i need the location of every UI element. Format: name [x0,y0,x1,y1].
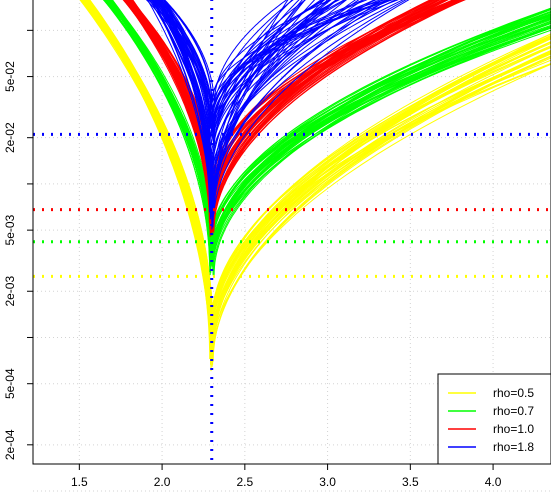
x-tick-label: 4.0 [485,475,502,489]
curves [79,0,551,372]
curve-line [163,0,332,105]
y-tick-label: 5e-02 [3,61,17,92]
plot-frame [32,0,551,465]
curve-line [147,0,303,220]
curve-line [108,0,551,273]
legend-label: rho=1.8 [493,440,534,454]
curve-line [164,0,288,105]
legend-box [437,373,551,465]
curve-line [160,0,360,195]
y-tick-label: 5e-03 [3,214,17,245]
reference-lines [33,0,551,464]
legend: rho=0.5 rho=0.7 rho=1.0 rho=1.8 [437,373,551,465]
curve-line [87,0,551,329]
curve-line [131,0,449,236]
curve-line [105,0,551,261]
x-tick-label: 1.5 [71,475,88,489]
curve-line [80,0,551,347]
y-tick-label: 2e-04 [3,429,17,460]
x-tick-label: 3.5 [402,475,419,489]
curve-line [110,0,551,246]
curve-line [159,0,332,192]
x-tick-label: 2.0 [154,475,171,489]
curve-line [161,0,326,131]
legend-label: rho=0.7 [493,404,534,418]
x-tick-label: 2.5 [236,475,253,489]
series-rho=1.8 [145,0,410,230]
x-tick-label: 3.0 [319,475,336,489]
curve-line [160,0,294,129]
curve-line [157,0,338,155]
curve-line [151,0,364,201]
y-tick-label: 2e-03 [3,276,17,307]
y-tick-label: 2e-02 [3,122,17,153]
grid-lines [33,0,551,492]
x-axis: 1.5 2.0 2.5 3.0 3.5 4.0 [71,464,502,489]
y-tick-label: 5e-04 [3,368,17,399]
curve-line [129,0,441,237]
legend-label: rho=0.5 [493,386,534,400]
curve-line [103,0,551,269]
curve-line [105,0,551,276]
legend-label: rho=1.0 [493,422,534,436]
curve-line [158,0,389,215]
curve-line [163,0,293,162]
curve-line [85,0,551,372]
curve-line [103,0,551,264]
curve-line [151,0,325,227]
y-axis: 2e-04 5e-04 2e-03 5e-03 2e-02 5e-02 [3,29,33,460]
